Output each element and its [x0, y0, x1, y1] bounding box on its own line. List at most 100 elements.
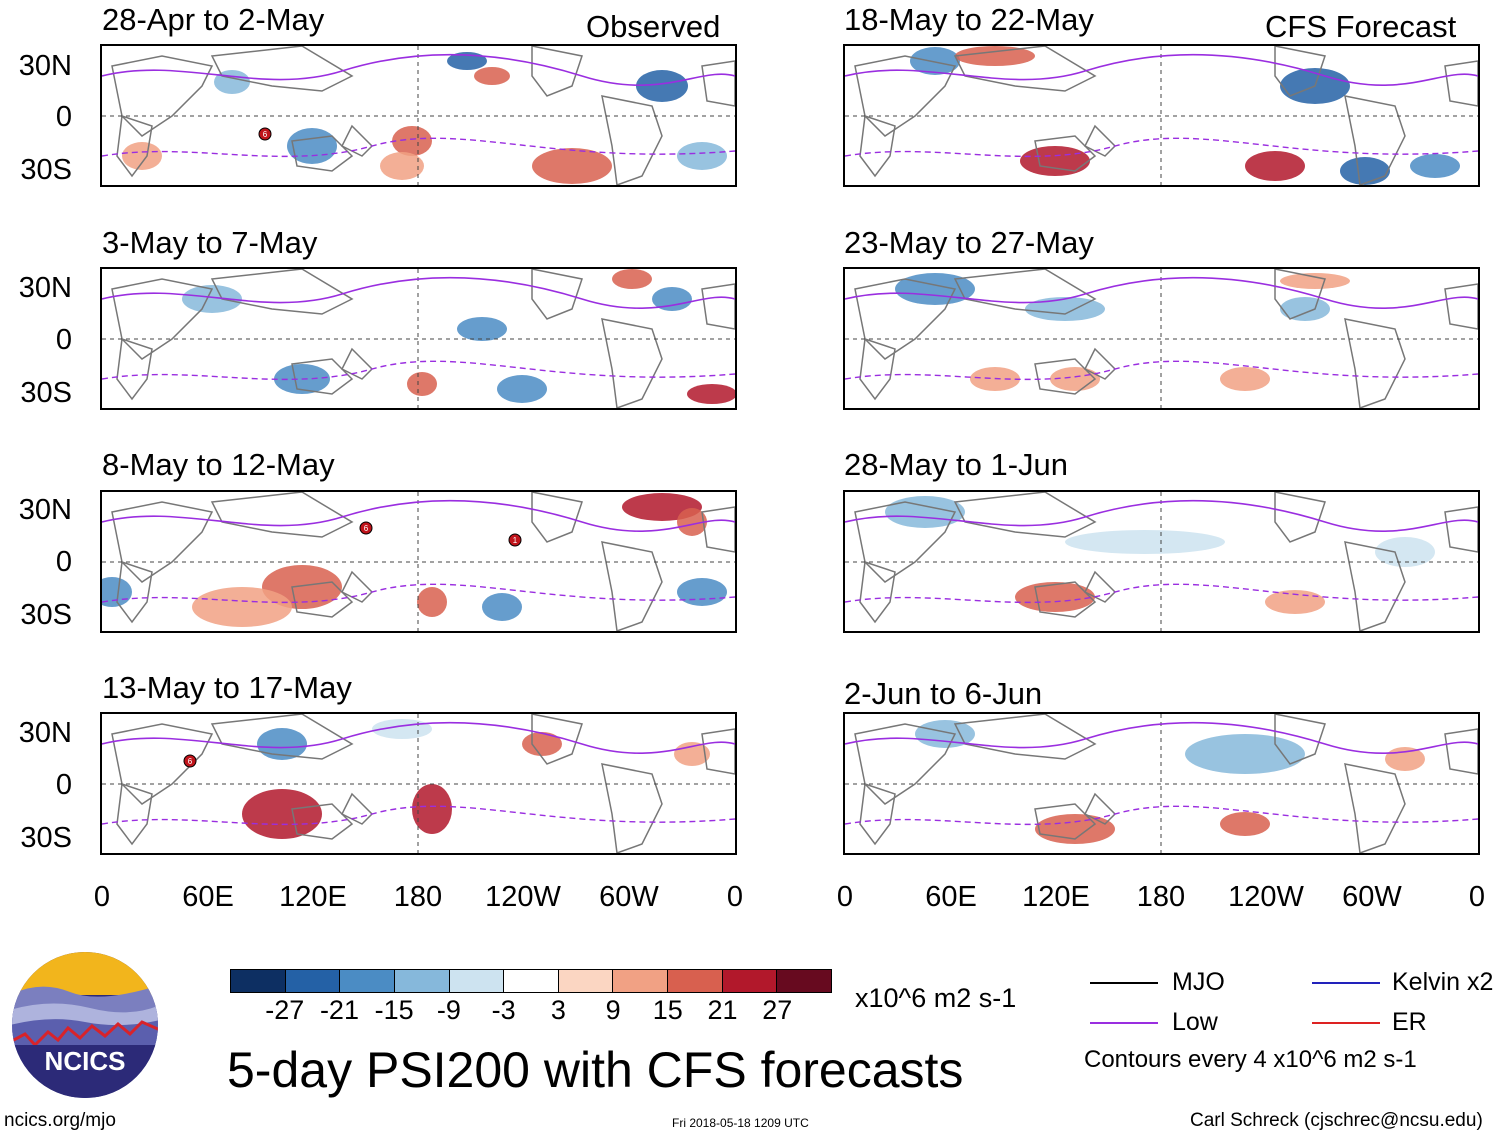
colorbar-swatch: [394, 970, 450, 992]
lat-label-30n: 30N: [18, 50, 72, 82]
colorbar-swatch: [340, 970, 395, 992]
anomaly-blob: [915, 720, 975, 748]
anomaly-blob: [1015, 582, 1095, 612]
panel-title-fc-1: 18-May to 22-May: [844, 2, 1094, 37]
anomaly-blob: [1265, 590, 1325, 614]
anomaly-blob: [182, 285, 242, 313]
low-contour-dashed: [845, 360, 1478, 381]
anomaly-blob: [1020, 146, 1090, 176]
map-panel-fc-1: [843, 44, 1480, 187]
ncics-logo: NCICS: [10, 950, 160, 1100]
contour-note: Contours every 4 x10^6 m2 s-1: [1084, 1046, 1417, 1073]
low-contour-dashed: [102, 360, 735, 381]
anomaly-blob: [1340, 157, 1390, 185]
storm-marker-icon: [183, 754, 197, 768]
anomaly-blob: [497, 375, 547, 403]
lon-label-0-end: 0: [1468, 881, 1486, 913]
legend-mjo-line: [1090, 982, 1158, 984]
colorbar-tick-label: 27: [762, 995, 793, 1025]
footer-author: Carl Schreck (cjschrec@ncsu.edu): [1190, 1110, 1483, 1131]
anomaly-blob: [677, 508, 707, 536]
observed-label: Observed: [586, 9, 721, 44]
lon-label-120w: 120W: [485, 881, 561, 913]
anomaly-blob: [482, 593, 522, 621]
anomaly-blob: [677, 578, 727, 606]
anomaly-blob: [955, 46, 1035, 66]
low-contour: [845, 53, 1478, 86]
anomaly-blob: [652, 287, 692, 311]
anomaly-blob: [1280, 297, 1330, 321]
anomaly-blob: [1025, 297, 1105, 321]
map-graphic: [845, 46, 1478, 185]
anomaly-blob: [1245, 151, 1305, 181]
anomaly-blob: [457, 317, 507, 341]
legend-low-label: Low: [1172, 1008, 1218, 1036]
panel-title-fc-3: 28-May to 1-Jun: [844, 447, 1068, 482]
anomaly-blob: [612, 269, 652, 289]
legend-low-line: [1090, 1022, 1158, 1024]
logo-text: NCICS: [45, 1046, 126, 1076]
anomaly-blob: [287, 128, 337, 164]
map-graphic: [845, 492, 1478, 631]
anomaly-blob: [1220, 367, 1270, 391]
panel-title-fc-4: 2-Jun to 6-Jun: [844, 676, 1043, 711]
colorbar-swatch: [722, 970, 778, 992]
anomaly-blob: [214, 70, 250, 94]
storm-marker-number: 6: [364, 524, 369, 533]
lon-label-0-end: 0: [726, 881, 744, 913]
anomaly-blob: [242, 789, 322, 839]
lon-label-120e: 120E: [1022, 881, 1090, 913]
storm-marker-number: 6: [188, 757, 193, 766]
anomaly-blob: [412, 784, 452, 834]
lon-label-120w: 120W: [1228, 881, 1304, 913]
lon-label-180: 180: [393, 881, 443, 913]
anomaly-blob: [1280, 273, 1350, 289]
colorbar-units: x10^6 m2 s-1: [855, 983, 1017, 1013]
main-title: 5-day PSI200 with CFS forecasts: [227, 1042, 964, 1098]
forecast-label: CFS Forecast: [1265, 9, 1457, 44]
storm-marker-icon: [359, 521, 373, 535]
anomaly-blob: [532, 148, 612, 184]
anomaly-blob: [1065, 530, 1225, 554]
storm-marker-number: 6: [263, 130, 268, 139]
map-panel-obs-2: [100, 267, 737, 410]
low-contour-dashed: [845, 805, 1478, 826]
footer-timestamp: Fri 2018-05-18 1209 UTC: [672, 1116, 809, 1130]
lon-label-60e: 60E: [925, 881, 977, 913]
storm-marker-number: 1: [513, 536, 518, 545]
colorbar-swatch: [231, 970, 286, 992]
colorbar-swatch: [668, 970, 723, 992]
panel-title-obs-4: 13-May to 17-May: [102, 670, 352, 705]
anomaly-blob: [447, 52, 487, 70]
legend-kelvin-line: [1312, 982, 1380, 984]
panel-title-obs-3: 8-May to 12-May: [102, 447, 335, 482]
anomaly-blob: [257, 728, 307, 760]
legend-er-line: [1312, 1022, 1380, 1024]
lon-label-120e: 120E: [279, 881, 347, 913]
colorbar-swatch: [449, 970, 505, 992]
colorbar-tick-label: -3: [491, 995, 516, 1025]
low-contour: [102, 721, 735, 754]
low-contour: [845, 499, 1478, 532]
lat-label-30s: 30S: [20, 599, 72, 631]
anomaly-blob: [1220, 812, 1270, 836]
map-panel-fc-4: [843, 712, 1480, 855]
lon-label-60w: 60W: [599, 881, 659, 913]
colorbar-swatch: [613, 970, 669, 992]
footer-url[interactable]: ncics.org/mjo: [4, 1110, 116, 1131]
low-contour-dashed: [845, 583, 1478, 604]
colorbar-tick-label: 9: [605, 995, 621, 1025]
low-contour-dashed: [102, 805, 735, 826]
map-panel-obs-1: 6: [100, 44, 737, 187]
legend-kelvin-label: Kelvin x2: [1392, 968, 1494, 996]
lat-label-30n: 30N: [18, 494, 72, 526]
map-panel-fc-2: [843, 267, 1480, 410]
colorbar-tick-label: 3: [550, 995, 566, 1025]
lat-label-eq: 0: [55, 324, 72, 356]
colorbar-tick-label: 21: [707, 995, 738, 1025]
anomaly-blob: [636, 70, 688, 102]
anomaly-blob: [380, 152, 424, 180]
anomaly-blob: [192, 587, 292, 627]
lon-label-60w: 60W: [1342, 881, 1402, 913]
